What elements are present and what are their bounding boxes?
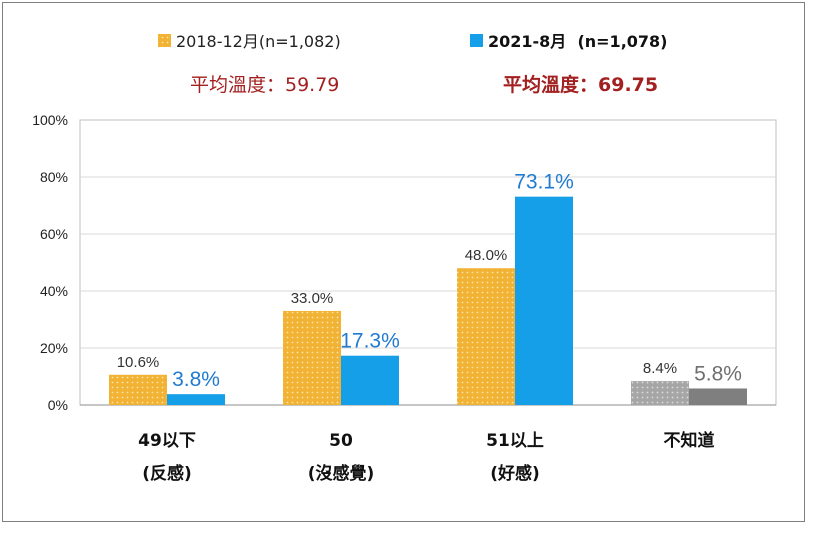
y-axis-ticks: 0% 20% 40% 60% 80% 100% (32, 112, 68, 413)
bar-series1-2 (457, 268, 515, 405)
category-label: 49以下 (138, 431, 196, 451)
category-label: 不知道 (664, 430, 715, 451)
y-tick-label: 40% (40, 283, 68, 299)
category-labels: 49以下 (反感) 50 (沒感覺) 51以上 (好感) 不知道 (138, 430, 714, 484)
bar-series2-2 (515, 196, 573, 405)
legend: 2018-12月(n=1,082) 2021-8月 (n=1,078) (158, 32, 667, 51)
data-labels: 10.6% 3.8% 33.0% 17.3% 48.0% 73.1% 8.4% 5.8% (117, 171, 742, 392)
category-sublabel: (好感) (490, 463, 540, 484)
legend-swatch-2018 (158, 34, 171, 47)
y-tick-label: 20% (40, 340, 68, 356)
average-2021: 平均溫度：69.75 (503, 73, 658, 96)
bar-series1-1 (283, 310, 341, 405)
chart-frame (2, 2, 805, 522)
data-label-series2: 73.1% (514, 171, 574, 194)
category-label: 50 (329, 431, 353, 451)
data-label-series1: 33.0% (291, 290, 334, 307)
bar-series2-0 (167, 394, 225, 405)
legend-swatch-2021 (470, 34, 483, 47)
bar-series2-1 (341, 355, 399, 405)
bar-series1-0 (109, 374, 167, 405)
bars (109, 196, 747, 405)
data-label-series2: 5.8% (694, 362, 742, 385)
y-tick-label: 80% (40, 169, 68, 185)
category-sublabel: (沒感覺) (308, 463, 375, 484)
y-tick-label: 60% (40, 226, 68, 242)
data-label-series1: 10.6% (117, 354, 160, 371)
legend-label-2021: 2021-8月 (n=1,078) (488, 32, 667, 51)
y-tick-label: 0% (48, 397, 68, 413)
category-sublabel: (反感) (142, 463, 192, 484)
y-tick-label: 100% (32, 112, 68, 128)
bar-series2-3 (689, 388, 747, 405)
average-2018: 平均溫度：59.79 (190, 74, 339, 96)
category-label: 51以上 (486, 431, 544, 451)
bar-series1-3 (631, 381, 689, 405)
data-label-series2: 17.3% (340, 330, 400, 353)
data-label-series1: 8.4% (643, 360, 677, 377)
data-label-series2: 3.8% (172, 368, 220, 391)
legend-label-2018: 2018-12月(n=1,082) (176, 32, 341, 51)
data-label-series1: 48.0% (465, 247, 508, 264)
